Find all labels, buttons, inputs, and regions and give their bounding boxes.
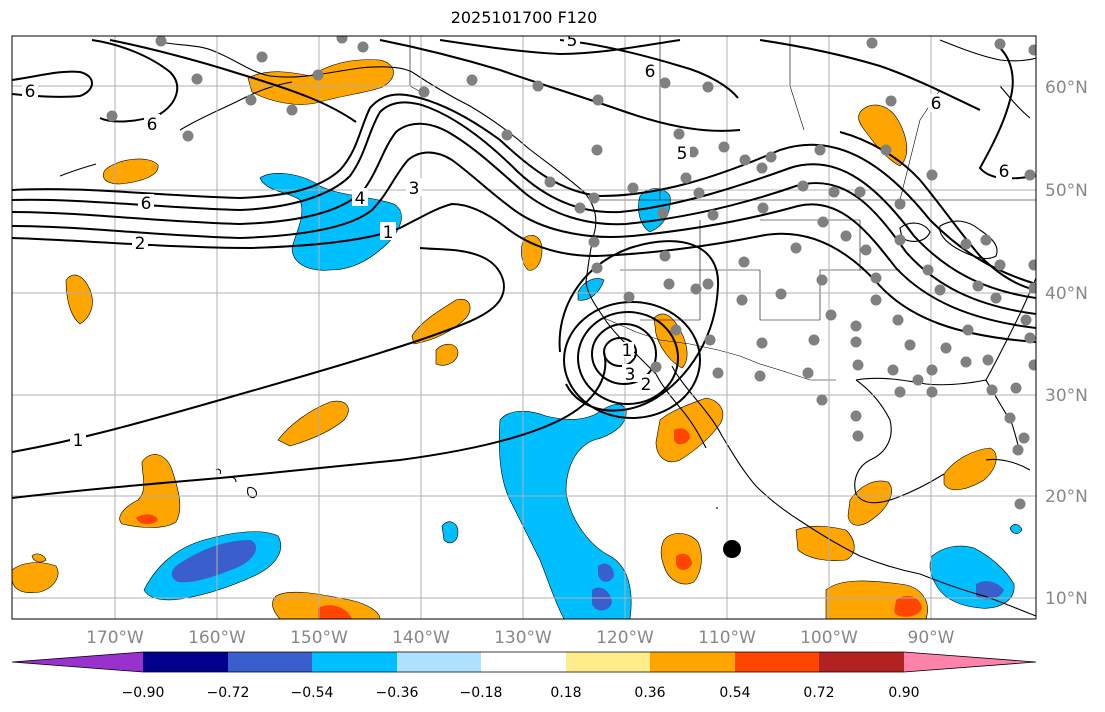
contour-label: 1: [73, 431, 84, 451]
contour-label-group: 5 6 6 6 6 5 6 6 4 3 2 1 1 3: [22, 31, 1012, 451]
lon-label: 100°W: [800, 628, 858, 648]
colorbar-tick-label: −0.54: [291, 685, 334, 701]
political-borders: [409, 36, 1036, 381]
contour-label: 6: [147, 115, 158, 135]
contour-label: 3: [409, 179, 420, 199]
contour-label: 6: [999, 162, 1010, 182]
lat-label: 50°N: [1045, 181, 1088, 201]
colorbar-outline: [11, 651, 1037, 673]
strong-negative-anomaly-shading: [171, 540, 1004, 611]
strong-positive-anomaly-shading: [136, 428, 922, 619]
colorbar-extend-min: [12, 652, 143, 672]
contour-lines: [12, 39, 1036, 499]
location-marker: [723, 540, 741, 558]
contour-label: 1: [622, 341, 633, 361]
colorbar-tick-label: −0.18: [460, 685, 503, 701]
colorbar-tick-label: 0.72: [803, 685, 834, 701]
colorbar-segment: [228, 652, 312, 672]
contour-label: 4: [355, 189, 366, 209]
colorbar-tick-label: −0.72: [207, 685, 250, 701]
colorbar-tick-label: −0.90: [122, 685, 165, 701]
colorbar-tick-label: 0.36: [634, 685, 665, 701]
map-frame: [11, 35, 1037, 620]
colorbar: [11, 651, 1037, 673]
colorbar-tick-label: 0.18: [550, 685, 581, 701]
lat-label: 10°N: [1045, 589, 1088, 609]
colorbar-segment: [650, 652, 735, 672]
colorbar-segment: [566, 652, 650, 672]
colorbar-labels: −0.90 −0.72 −0.54 −0.36 −0.18 0.18 0.36 …: [122, 685, 920, 701]
contour-label: 6: [931, 94, 942, 114]
lat-label: 40°N: [1045, 284, 1088, 304]
lon-label: 170°W: [86, 628, 144, 648]
contour-label: 6: [141, 194, 152, 214]
lat-label: 30°N: [1045, 386, 1088, 406]
lon-label: 110°W: [698, 628, 756, 648]
contour-label: 2: [641, 375, 652, 395]
colorbar-tick-label: 0.90: [888, 685, 919, 701]
lat-label: 20°N: [1045, 487, 1088, 507]
lon-label: 130°W: [494, 628, 552, 648]
contour-label: 5: [567, 31, 578, 51]
lon-label: 150°W: [290, 628, 348, 648]
colorbar-segment: [312, 652, 397, 672]
colorbar-segment: [819, 652, 904, 672]
colorbar-tick-label: −0.36: [376, 685, 419, 701]
colorbar-segment: [735, 652, 819, 672]
colorbar-segment: [143, 652, 228, 672]
colorbar-extend-max: [904, 652, 1036, 672]
longitude-labels: 170°W 160°W 150°W 140°W 130°W 120°W 110°…: [86, 628, 955, 648]
station-dots: [106, 36, 1036, 510]
contour-label: 3: [625, 365, 636, 385]
colorbar-segment: [397, 652, 481, 672]
lon-label: 140°W: [392, 628, 450, 648]
latitude-labels: 60°N 50°N 40°N 30°N 20°N 10°N: [1045, 78, 1088, 609]
contour-label: 6: [645, 62, 656, 82]
colorbar-tick-label: 0.54: [719, 685, 750, 701]
graticule: [12, 36, 1036, 619]
contour-label: 2: [135, 234, 146, 254]
colorbar-segment: [481, 652, 566, 672]
lon-label: 120°W: [596, 628, 654, 648]
lon-label: 160°W: [188, 628, 246, 648]
map-title: 2025101700 F120: [450, 8, 598, 27]
lat-label: 60°N: [1045, 78, 1088, 98]
contour-label: 6: [25, 82, 36, 102]
contour-label: 1: [383, 223, 394, 243]
lon-label: 90°W: [908, 628, 955, 648]
contour-label: 5: [677, 144, 688, 164]
